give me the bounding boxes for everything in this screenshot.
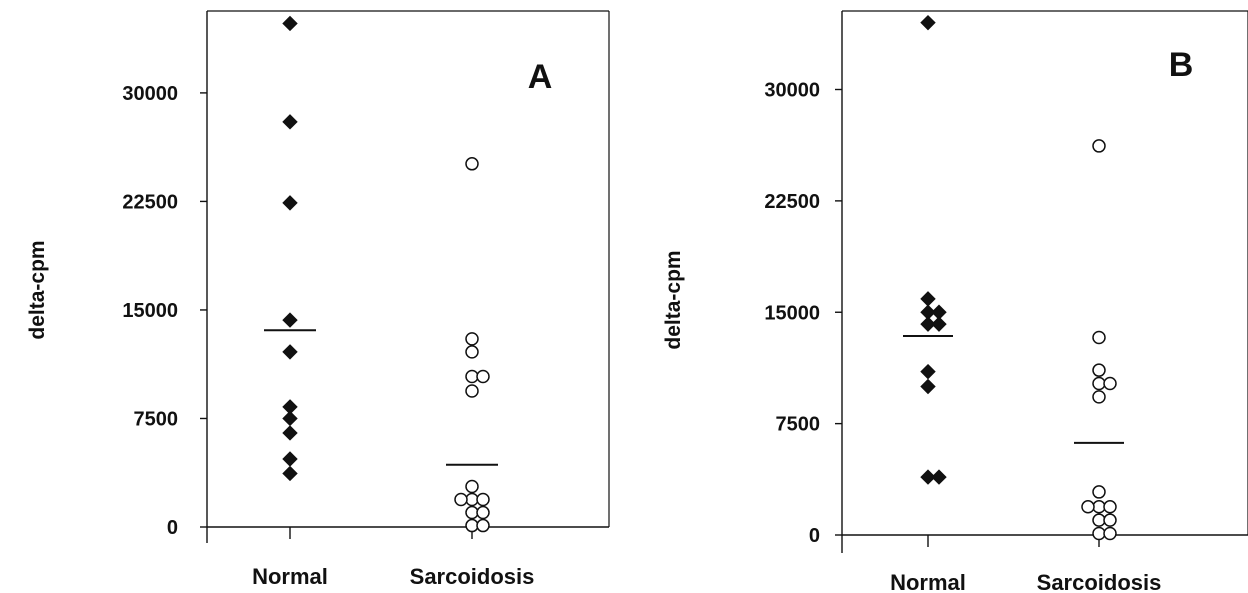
data-point-sarcoidosis (1092, 363, 1106, 377)
data-point-normal (282, 312, 298, 328)
data-point-normal (282, 15, 298, 32)
panel-a: 0 7500 15000 22500 30000 Normal Sarcoidosis del… (26, 10, 610, 589)
data-point-sarcoidosis (465, 492, 479, 507)
y-axis-title: delta-cpm (662, 250, 685, 349)
data-point-sarcoidosis (465, 345, 479, 359)
data-point-sarcoidosis (1092, 526, 1106, 541)
y-tick-label: 30000 (122, 83, 178, 105)
data-point-sarcoidosis (465, 479, 479, 494)
data-point-normal (282, 425, 298, 441)
data-point-sarcoidosis (465, 332, 479, 346)
data-point-sarcoidosis (1092, 485, 1106, 499)
y-tick-label: 7500 (776, 414, 821, 436)
data-point-normal (920, 291, 936, 307)
panel-label: A (528, 58, 553, 96)
data-point-normal (282, 465, 298, 482)
data-point-normal (920, 316, 936, 332)
data-point-sarcoidosis (465, 369, 479, 384)
data-point-normal (282, 344, 298, 360)
panel-label: B (1169, 46, 1194, 84)
data-point-normal (282, 410, 298, 427)
y-tick-label: 30000 (764, 80, 820, 102)
data-point-sarcoidosis (1103, 376, 1117, 391)
data-point-normal (931, 469, 947, 485)
data-point-sarcoidosis (1103, 500, 1117, 514)
panel-b: 0 7500 15000 22500 30000 Normal Sarcoidosis del… (662, 10, 1248, 593)
data-point-normal (920, 14, 936, 31)
data-point-sarcoidosis (454, 492, 468, 507)
data-point-normal (931, 316, 947, 332)
data-point-normal (282, 195, 298, 211)
data-point-normal (920, 363, 936, 380)
data-point-sarcoidosis (1092, 376, 1106, 391)
data-point-normal (282, 451, 298, 467)
x-category-label: Sarcoidosis (1037, 570, 1162, 593)
data-point-normal (920, 378, 936, 395)
y-tick-label: 0 (167, 517, 178, 539)
data-point-sarcoidosis (1092, 500, 1106, 514)
data-point-sarcoidosis (476, 505, 490, 520)
data-point-sarcoidosis (1092, 330, 1106, 345)
data-point-sarcoidosis (465, 157, 479, 171)
data-point-sarcoidosis (465, 505, 479, 520)
y-tick-label: 15000 (122, 300, 178, 322)
y-tick-label: 15000 (764, 302, 820, 324)
data-point-sarcoidosis (1103, 526, 1117, 541)
y-tick-label: 22500 (764, 191, 820, 213)
x-category-label: Normal (252, 564, 328, 589)
data-point-sarcoidosis (1092, 513, 1106, 527)
data-point-sarcoidosis (1103, 513, 1117, 527)
data-point-sarcoidosis (476, 369, 490, 384)
data-point-normal (282, 114, 298, 130)
x-category-label: Sarcoidosis (410, 564, 535, 589)
data-point-sarcoidosis (1081, 500, 1095, 514)
data-point-sarcoidosis (465, 384, 479, 398)
y-tick-label: 7500 (134, 408, 179, 430)
y-tick-label: 22500 (122, 191, 178, 213)
data-point-sarcoidosis (465, 518, 479, 533)
data-point-sarcoidosis (476, 492, 490, 507)
data-point-normal (920, 469, 936, 485)
data-point-sarcoidosis (1092, 139, 1106, 153)
data-point-sarcoidosis (1092, 390, 1106, 404)
data-point-sarcoidosis (476, 518, 490, 533)
y-tick-label: 0 (809, 525, 820, 547)
x-category-label: Normal (890, 570, 966, 593)
y-axis-title: delta-cpm (26, 240, 49, 339)
